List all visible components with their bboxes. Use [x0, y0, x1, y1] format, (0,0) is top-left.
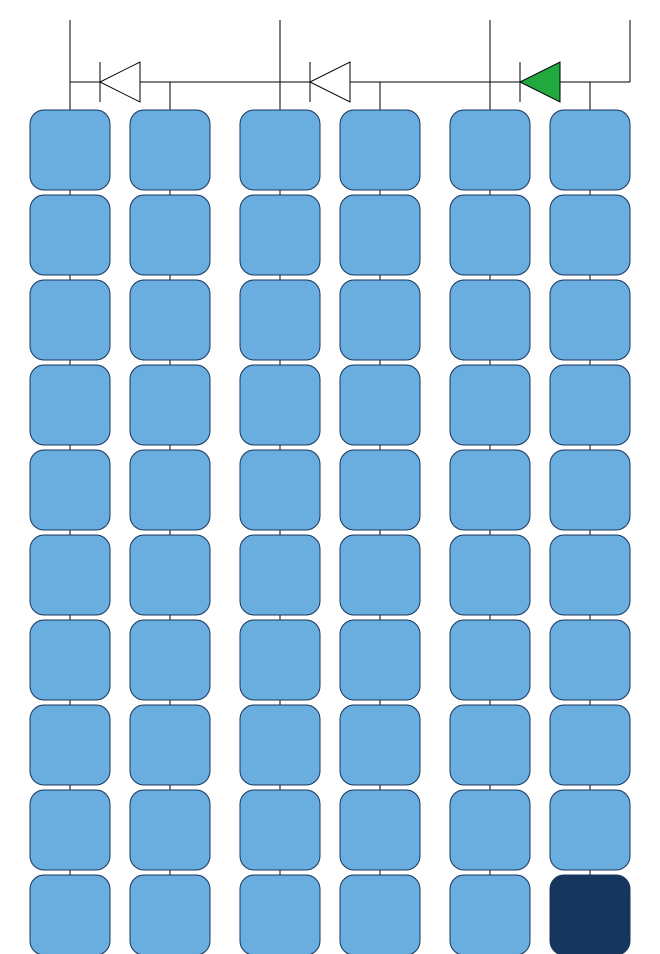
cell-pair1-right-r0: [340, 110, 420, 190]
cell-pair2-left-r4: [450, 450, 530, 530]
solar-panel-diagram: [0, 0, 660, 954]
cell-pair1-left-r1: [240, 195, 320, 275]
cell-pair0-left-r4: [30, 450, 110, 530]
cell-pair2-right-r4: [550, 450, 630, 530]
cell-pair1-right-r2: [340, 280, 420, 360]
cell-pair0-left-r9: [30, 875, 110, 954]
cell-pair2-right-r7: [550, 705, 630, 785]
cell-pair2-right-r9-shaded: [550, 875, 630, 954]
cell-pair0-left-r5: [30, 535, 110, 615]
cell-pair0-right-r0: [130, 110, 210, 190]
cell-pair2-left-r9: [450, 875, 530, 954]
cell-pair1-right-r9: [340, 875, 420, 954]
cell-pair0-right-r5: [130, 535, 210, 615]
cell-pair1-left-r4: [240, 450, 320, 530]
cell-pair2-right-r0: [550, 110, 630, 190]
cell-pair1-right-r6: [340, 620, 420, 700]
cell-pair0-right-r4: [130, 450, 210, 530]
cell-pair0-right-r2: [130, 280, 210, 360]
cell-pair1-right-r7: [340, 705, 420, 785]
cell-pair1-left-r3: [240, 365, 320, 445]
cell-pair2-left-r8: [450, 790, 530, 870]
cell-pair1-right-r4: [340, 450, 420, 530]
cell-pair0-right-r8: [130, 790, 210, 870]
cell-pair2-right-r3: [550, 365, 630, 445]
bypass-diode-1: [310, 62, 350, 102]
cell-pair0-left-r7: [30, 705, 110, 785]
cell-pair2-right-r6: [550, 620, 630, 700]
cell-pair2-right-r1: [550, 195, 630, 275]
cell-pair0-right-r1: [130, 195, 210, 275]
cell-pair0-left-r8: [30, 790, 110, 870]
cell-pair2-right-r2: [550, 280, 630, 360]
cell-pair2-left-r6: [450, 620, 530, 700]
cell-pair2-left-r3: [450, 365, 530, 445]
cell-pair0-right-r9: [130, 875, 210, 954]
cell-pair1-right-r3: [340, 365, 420, 445]
cell-pair1-left-r5: [240, 535, 320, 615]
cell-pair2-left-r7: [450, 705, 530, 785]
cell-pair1-left-r9: [240, 875, 320, 954]
cell-pair2-left-r2: [450, 280, 530, 360]
cell-pair2-left-r1: [450, 195, 530, 275]
cell-pair0-left-r3: [30, 365, 110, 445]
cell-pair1-right-r5: [340, 535, 420, 615]
diagram-svg: [0, 0, 660, 954]
cell-pair1-left-r0: [240, 110, 320, 190]
cell-pair0-left-r2: [30, 280, 110, 360]
bypass-diode-0: [100, 62, 140, 102]
cell-pair0-right-r3: [130, 365, 210, 445]
cell-pair1-left-r7: [240, 705, 320, 785]
cell-pair2-left-r5: [450, 535, 530, 615]
cell-pair0-right-r7: [130, 705, 210, 785]
bypass-diode-2-active: [520, 62, 560, 102]
cell-pair1-left-r8: [240, 790, 320, 870]
cell-pair2-right-r5: [550, 535, 630, 615]
cell-pair2-left-r0: [450, 110, 530, 190]
cell-pair0-left-r0: [30, 110, 110, 190]
cell-pair0-right-r6: [130, 620, 210, 700]
cell-pair0-left-r6: [30, 620, 110, 700]
cell-pair1-right-r1: [340, 195, 420, 275]
cell-pair1-left-r6: [240, 620, 320, 700]
cell-pair1-left-r2: [240, 280, 320, 360]
cell-pair2-right-r8: [550, 790, 630, 870]
cell-pair1-right-r8: [340, 790, 420, 870]
cell-pair0-left-r1: [30, 195, 110, 275]
